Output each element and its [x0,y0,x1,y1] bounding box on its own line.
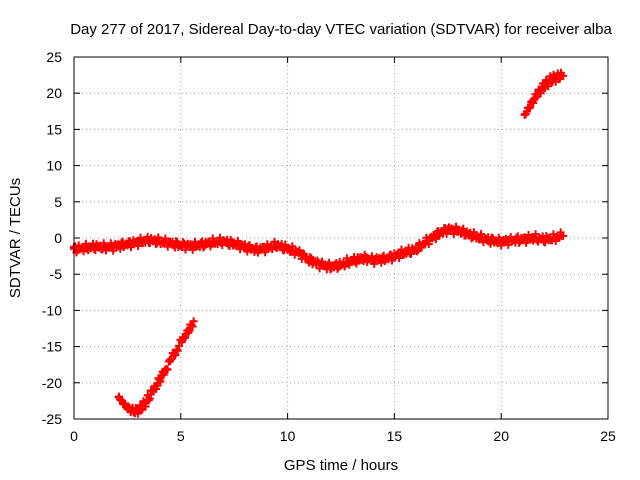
data-point [433,230,442,239]
chart-title: Day 277 of 2017, Sidereal Day-to-day VTE… [70,21,612,38]
y-tick-label: 0 [54,230,62,246]
data-point [155,237,164,246]
data-point [529,96,538,105]
data-point [497,237,506,246]
data-point [131,407,140,416]
data-point [443,225,452,234]
series-main [70,222,568,274]
plot-area-data [70,68,568,418]
data-point [134,238,143,247]
data-point [230,239,239,248]
y-tick-label: 5 [54,194,62,210]
data-point [465,230,474,239]
data-point [208,238,217,247]
data-point [80,244,89,253]
data-point [112,241,121,250]
y-axis-label: SDTVAR / TECUs [7,178,24,298]
data-point [219,237,228,246]
data-point [304,255,313,264]
y-tick-label: 20 [46,85,62,101]
data-point [520,110,529,119]
data-point [272,241,281,250]
x-tick-label: 5 [177,428,185,444]
data-point [326,262,335,271]
data-point [144,236,153,245]
data-point [123,403,132,412]
data-point [140,399,149,408]
data-point [539,235,548,244]
y-tick-label: 10 [46,158,62,174]
data-point [529,234,538,242]
x-tick-label: 25 [600,428,616,444]
data-point [91,242,100,251]
data-point [546,76,555,85]
data-point [114,393,123,402]
data-point [358,254,367,263]
data-point [533,89,542,98]
data-point [262,244,271,253]
data-point [240,242,249,251]
data-point [379,254,388,263]
data-point [337,260,345,269]
data-point [411,245,420,254]
data-point [187,241,196,250]
data-point [537,84,546,93]
series-lower-arc [114,317,198,418]
data-point [542,79,551,88]
data-point [166,357,175,366]
data-point [178,335,187,344]
data-point [176,241,185,250]
data-point [454,226,463,235]
data-point [347,257,356,266]
data-point [198,240,207,249]
y-tick-label: -5 [50,266,63,282]
data-point [559,231,568,240]
data-point [390,252,399,261]
data-point [283,244,292,253]
data-point [507,236,516,245]
data-point [102,243,111,252]
data-point [550,73,559,82]
data-point [251,245,260,254]
data-point [123,239,132,248]
data-point [146,390,155,399]
data-point [524,103,533,112]
data-point [559,71,568,80]
data-point [166,239,175,248]
data-point [369,255,378,264]
x-tick-label: 15 [387,428,403,444]
series-upper-arc [520,68,568,119]
data-point [401,248,410,257]
data-point [518,235,527,244]
x-tick-label: 10 [280,428,296,444]
y-tick-label: -15 [42,339,62,355]
data-point [172,346,181,355]
x-tick-label: 0 [70,428,78,444]
data-point [153,379,162,388]
y-tick-label: 15 [46,121,62,137]
data-point [422,237,431,246]
data-point [475,234,484,242]
y-tick-label: -20 [42,375,62,391]
y-tick-label: 25 [46,49,62,65]
data-point [189,317,198,326]
data-point [550,234,559,242]
data-point [136,404,145,413]
data-point [119,399,128,408]
axis-ticks: 0 5 10 15 20 25 -25 -20 -15 -10 -5 0 5 10 15 20 25 [42,49,616,444]
data-point [185,325,194,334]
x-tick-label: 20 [493,428,509,444]
data-point [315,260,324,269]
data-point [159,368,168,377]
y-tick-label: -25 [42,411,62,427]
data-point [486,236,495,245]
y-tick-label: -10 [42,302,62,318]
data-point [294,248,303,257]
x-axis-label: GPS time / hours [284,457,398,474]
